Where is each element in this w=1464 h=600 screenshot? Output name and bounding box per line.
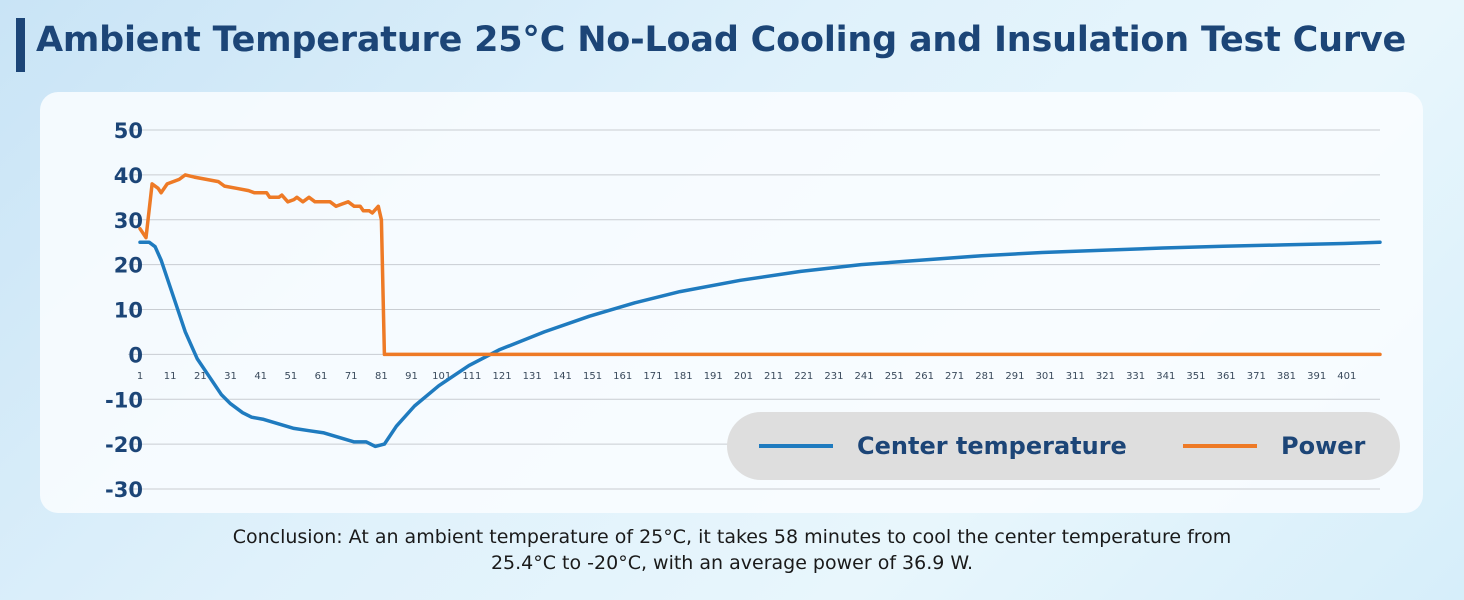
conclusion-line-1: Conclusion: At an ambient temperature of… [232, 526, 1232, 548]
legend-swatch-center-temperature [759, 444, 833, 448]
x-tick-label: 11 [164, 371, 177, 382]
x-tick-label: 351 [1186, 371, 1205, 382]
x-tick-label: 361 [1217, 371, 1236, 382]
y-tick-label: -30 [105, 478, 143, 502]
x-tick-label: 41 [254, 371, 267, 382]
series-power-line [138, 173, 1382, 357]
x-tick-label: 281 [975, 371, 994, 382]
x-tick-label: 51 [284, 371, 297, 382]
legend: Center temperature Power [727, 412, 1400, 480]
y-tick-label: 40 [114, 164, 143, 188]
y-tick-label: 0 [128, 343, 143, 367]
x-tick-label: 71 [345, 371, 358, 382]
x-tick-label: 31 [224, 371, 237, 382]
x-tick-label: 241 [855, 371, 874, 382]
legend-item-center-temperature: Center temperature [759, 412, 1127, 480]
x-tick-label: 251 [885, 371, 904, 382]
legend-label-power: Power [1281, 432, 1366, 460]
x-tick-label: 141 [553, 371, 572, 382]
conclusion-line-2: 25.4°C to -20°C, with an average power o… [490, 552, 974, 574]
x-tick-label: 171 [643, 371, 662, 382]
x-tick-label: 211 [764, 371, 783, 382]
conclusion-text: Conclusion: At an ambient temperature of… [0, 524, 1464, 576]
x-tick-label: 151 [583, 371, 602, 382]
x-tick-label: 121 [492, 371, 511, 382]
x-tick-label: 371 [1247, 371, 1266, 382]
x-tick-label: 61 [315, 371, 328, 382]
x-tick-label: 381 [1277, 371, 1296, 382]
y-tick-label: -20 [105, 433, 143, 457]
x-tick-label: 231 [824, 371, 843, 382]
y-axis-ticks: 50 40 30 20 10 0 -10 -20 -30 [105, 119, 143, 502]
x-tick-label: 181 [674, 371, 693, 382]
legend-swatch-power [1183, 444, 1257, 448]
x-tick-label: 321 [1096, 371, 1115, 382]
x-tick-label: 1 [137, 371, 143, 382]
chart-title: Ambient Temperature 25°C No-Load Cooling… [36, 20, 1407, 60]
x-tick-label: 81 [375, 371, 388, 382]
x-tick-label: 191 [704, 371, 723, 382]
x-tick-label: 401 [1337, 371, 1356, 382]
x-tick-label: 311 [1066, 371, 1085, 382]
x-tick-label: 341 [1156, 371, 1175, 382]
y-tick-label: 20 [114, 254, 143, 278]
x-tick-label: 161 [613, 371, 632, 382]
x-tick-label: 21 [194, 371, 207, 382]
legend-item-power: Power [1183, 412, 1365, 480]
x-tick-label: 91 [405, 371, 418, 382]
x-tick-label: 271 [945, 371, 964, 382]
y-tick-label: -10 [105, 388, 143, 412]
y-tick-label: 10 [114, 299, 143, 323]
x-tick-label: 101 [432, 371, 451, 382]
y-tick-label: 30 [114, 209, 143, 233]
x-tick-label: 331 [1126, 371, 1145, 382]
x-tick-label: 201 [734, 371, 753, 382]
x-tick-label: 291 [1005, 371, 1024, 382]
y-tick-label: 50 [114, 119, 143, 143]
x-tick-label: 391 [1307, 371, 1326, 382]
legend-label-center-temperature: Center temperature [857, 432, 1127, 460]
x-tick-label: 221 [794, 371, 813, 382]
x-tick-label: 301 [1036, 371, 1055, 382]
title-accent-bar [16, 18, 25, 72]
x-tick-label: 261 [915, 371, 934, 382]
series-lines [138, 173, 1382, 449]
x-axis-ticks: 1 11 21 31 41 51 61 71 81 91 101 111 121 131 141 151 161… [137, 371, 1357, 382]
x-tick-label: 131 [523, 371, 542, 382]
x-tick-label: 111 [462, 371, 481, 382]
series-center-temperature-line [138, 240, 1382, 449]
